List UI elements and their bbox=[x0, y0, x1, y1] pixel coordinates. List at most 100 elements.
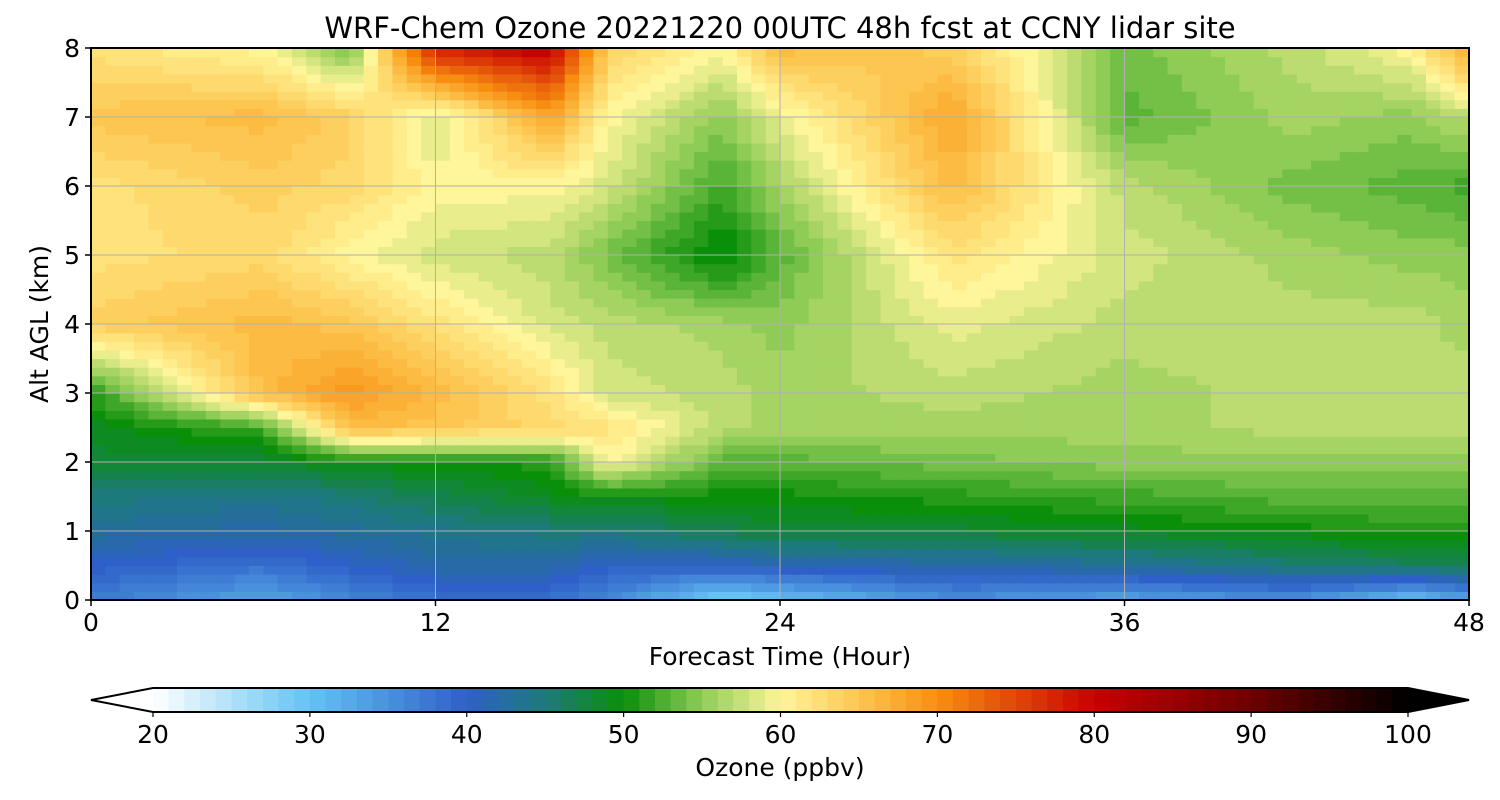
heatmap-cell bbox=[679, 487, 695, 498]
heatmap-cell bbox=[1397, 453, 1413, 463]
heatmap-cell bbox=[277, 505, 293, 515]
heatmap-cell bbox=[535, 574, 551, 584]
heatmap-cell bbox=[708, 298, 724, 308]
heatmap-cell bbox=[579, 203, 594, 213]
heatmap-cell bbox=[1253, 453, 1269, 463]
heatmap-cell bbox=[995, 332, 1011, 342]
heatmap-cell bbox=[478, 410, 494, 420]
heatmap-cell bbox=[1210, 255, 1226, 265]
heatmap-cell bbox=[492, 280, 508, 291]
heatmap-cell bbox=[335, 522, 350, 532]
heatmap-cell bbox=[1454, 229, 1469, 239]
heatmap-cell bbox=[349, 151, 365, 161]
heatmap-cell bbox=[665, 237, 681, 247]
heatmap-cell bbox=[248, 453, 264, 463]
heatmap-cell bbox=[980, 272, 996, 282]
heatmap-cell bbox=[866, 211, 882, 222]
heatmap-cell bbox=[1009, 418, 1025, 429]
heatmap-cell bbox=[708, 427, 724, 437]
heatmap-cell bbox=[1454, 263, 1469, 273]
heatmap-cell bbox=[191, 280, 207, 291]
heatmap-cell bbox=[535, 410, 551, 420]
heatmap-cell bbox=[1253, 289, 1269, 299]
heatmap-cell bbox=[464, 410, 480, 420]
heatmap-cell bbox=[392, 160, 408, 170]
heatmap-cell bbox=[1282, 479, 1298, 489]
heatmap-cell bbox=[162, 479, 178, 489]
heatmap-cell bbox=[1354, 393, 1370, 403]
heatmap-cell bbox=[1095, 341, 1111, 351]
heatmap-cell bbox=[335, 531, 350, 541]
heatmap-cell bbox=[1038, 436, 1054, 446]
heatmap-cell bbox=[1124, 444, 1140, 454]
heatmap-cell bbox=[693, 151, 709, 161]
heatmap-cell bbox=[837, 315, 853, 325]
heatmap-cell bbox=[708, 505, 724, 515]
heatmap-cell bbox=[349, 418, 365, 429]
heatmap-cell bbox=[1138, 341, 1154, 351]
heatmap-cell bbox=[880, 324, 896, 334]
heatmap-cell bbox=[1095, 358, 1111, 368]
heatmap-cell bbox=[1296, 427, 1312, 437]
heatmap-cell bbox=[1138, 487, 1154, 498]
heatmap-cell bbox=[1081, 298, 1097, 308]
heatmap-cell bbox=[665, 410, 681, 420]
heatmap-cell bbox=[464, 427, 480, 437]
heatmap-cell bbox=[248, 237, 264, 247]
heatmap-cell bbox=[579, 462, 594, 472]
heatmap-cell bbox=[837, 513, 853, 523]
heatmap-cell bbox=[1311, 462, 1327, 472]
heatmap-cell bbox=[1382, 151, 1398, 161]
heatmap-cell bbox=[1411, 513, 1427, 523]
heatmap-cell bbox=[579, 427, 594, 437]
heatmap-cell bbox=[1224, 384, 1240, 394]
heatmap-cell bbox=[952, 160, 968, 170]
chart-title: WRF-Chem Ozone 20221220 00UTC 48h fcst a… bbox=[324, 11, 1235, 45]
heatmap-cell bbox=[722, 349, 738, 360]
heatmap-cell bbox=[1181, 194, 1197, 204]
heatmap-cell bbox=[1110, 556, 1126, 567]
heatmap-cell bbox=[880, 401, 896, 411]
heatmap-cell bbox=[277, 531, 293, 541]
heatmap-cell bbox=[679, 280, 695, 291]
heatmap-cell bbox=[421, 496, 437, 506]
heatmap-cell bbox=[1038, 246, 1054, 256]
heatmap-cell bbox=[406, 280, 422, 291]
heatmap-cell bbox=[1354, 194, 1370, 204]
heatmap-cell bbox=[320, 410, 336, 420]
heatmap-cell bbox=[1067, 548, 1083, 558]
heatmap-cell bbox=[1067, 505, 1083, 515]
heatmap-cell bbox=[378, 444, 394, 454]
heatmap-cell bbox=[263, 332, 279, 342]
heatmap-cell bbox=[1296, 453, 1312, 463]
heatmap-cell bbox=[1296, 194, 1312, 204]
heatmap-cell bbox=[277, 324, 293, 334]
heatmap-cell bbox=[148, 427, 164, 437]
heatmap-cell bbox=[1454, 539, 1469, 549]
heatmap-cell bbox=[952, 384, 968, 394]
heatmap-cell bbox=[1067, 194, 1083, 204]
heatmap-cell bbox=[392, 479, 408, 489]
heatmap-cell bbox=[622, 574, 638, 584]
heatmap-cell bbox=[736, 349, 752, 360]
heatmap-cell bbox=[119, 341, 135, 351]
heatmap-cell bbox=[1081, 462, 1097, 472]
heatmap-cell bbox=[464, 220, 480, 230]
heatmap-cell bbox=[937, 522, 953, 532]
heatmap-cell bbox=[1153, 341, 1169, 351]
heatmap-cell bbox=[421, 565, 437, 575]
heatmap-cell bbox=[263, 556, 279, 567]
heatmap-cell bbox=[507, 367, 523, 377]
heatmap-cell bbox=[780, 298, 795, 308]
heatmap-cell bbox=[435, 211, 451, 222]
heatmap-cell bbox=[363, 531, 379, 541]
heatmap-cell bbox=[1311, 393, 1327, 403]
heatmap-cell bbox=[1181, 358, 1197, 368]
heatmap-cell bbox=[1411, 574, 1427, 584]
heatmap-cell bbox=[1440, 160, 1456, 170]
heatmap-cell bbox=[1095, 177, 1111, 187]
heatmap-cell bbox=[593, 522, 609, 532]
heatmap-cell bbox=[751, 375, 767, 385]
heatmap-cell bbox=[1397, 358, 1413, 368]
heatmap-cell bbox=[291, 375, 307, 385]
